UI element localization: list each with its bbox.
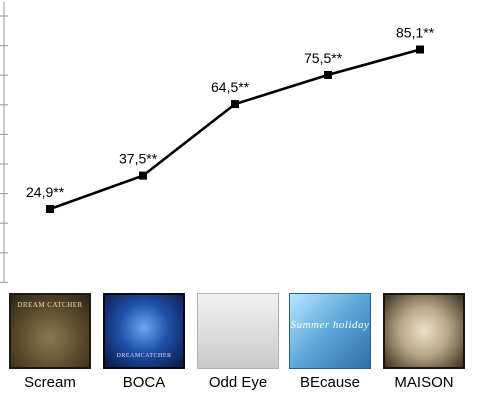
data-labels-group: 24,9** 37,5** 64,5** 75,5** 85,1** [26, 24, 435, 200]
album-cover-3 [197, 293, 279, 369]
cover-4-title: Summer holiday [290, 319, 370, 331]
cover-1-title: DREAM CATCHER [17, 301, 83, 309]
cover-2-title: DREAMCATCHER [116, 353, 172, 359]
category-label-odd-eye: Odd Eye [208, 374, 268, 391]
album-cover-5 [383, 293, 465, 369]
data-point-marker [46, 205, 54, 214]
y-axis [0, 2, 8, 283]
data-point-marker [231, 100, 239, 109]
data-label: 75,5** [304, 50, 343, 66]
data-label: 37,5** [119, 151, 158, 167]
category-label-because: BEcause [299, 374, 361, 391]
series-line [49, 48, 421, 211]
album-cover-1: DREAM CATCHER [9, 293, 91, 369]
data-point-marker [416, 45, 424, 54]
category-label-scream: Scream [24, 374, 76, 391]
album-cover-4: Summer holiday [289, 293, 371, 369]
data-point-marker [139, 171, 147, 180]
data-point-marker [324, 70, 332, 79]
data-label: 24,9** [26, 184, 65, 200]
data-label: 64,5** [211, 79, 250, 95]
markers-group [46, 45, 424, 214]
data-label: 85,1** [396, 24, 435, 40]
category-label-boca: BOCA [122, 374, 166, 391]
album-cover-2: DREAMCATCHER [103, 293, 185, 369]
category-label-maison: MAISON [394, 374, 454, 391]
